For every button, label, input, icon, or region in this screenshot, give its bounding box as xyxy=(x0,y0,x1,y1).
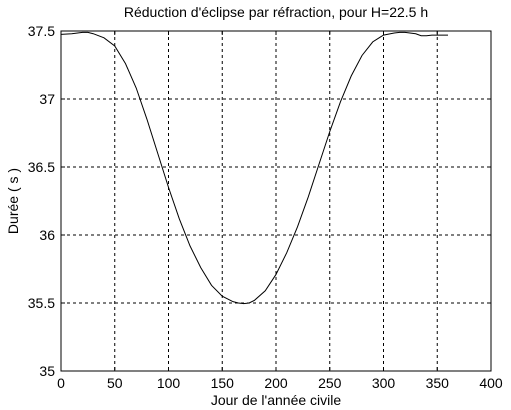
x-tick-label: 100 xyxy=(157,375,181,391)
grid-lines xyxy=(61,31,491,371)
plot-frame xyxy=(60,30,492,372)
y-tick-labels: 35 35.5 36 36.5 37 37.5 xyxy=(28,23,55,379)
x-tick-label: 400 xyxy=(479,375,503,391)
x-tick-label: 300 xyxy=(372,375,396,391)
y-tick-label: 36.5 xyxy=(28,159,55,175)
x-tick-label: 50 xyxy=(107,375,123,391)
x-tick-label: 250 xyxy=(318,375,342,391)
y-tick-label: 37.5 xyxy=(28,23,55,39)
x-tick-label: 350 xyxy=(426,375,450,391)
y-tick-label: 37 xyxy=(39,91,55,107)
series-line xyxy=(60,31,448,305)
x-tick-label: 0 xyxy=(57,375,65,391)
y-tick-label: 36 xyxy=(39,227,55,243)
x-tick-label: 200 xyxy=(264,375,288,391)
y-axis-label: Durée ( s ) xyxy=(5,168,21,234)
x-tick-labels: 0 50 100 150 200 250 300 350 400 xyxy=(57,375,503,391)
x-tick-label: 150 xyxy=(211,375,235,391)
x-axis-label: Jour de l'année civile xyxy=(211,392,342,408)
y-tick-label: 35.5 xyxy=(28,295,55,311)
chart-title: Réduction d'éclipse par réfraction, pour… xyxy=(124,4,428,20)
y-tick-label: 35 xyxy=(39,363,55,379)
